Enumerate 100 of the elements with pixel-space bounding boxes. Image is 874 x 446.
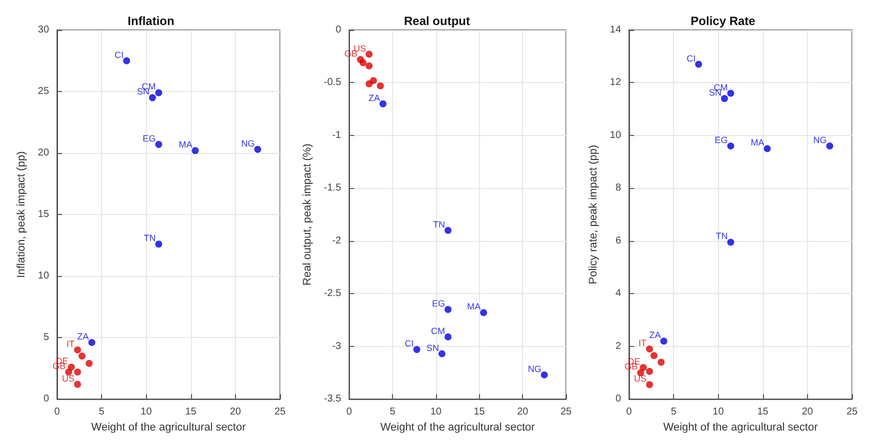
y-axis-title: Real output, peak impact (%) [302, 144, 314, 286]
point [376, 82, 384, 90]
x-tick-label: 5 [390, 406, 396, 418]
point [413, 346, 420, 354]
annotation: US [62, 373, 75, 384]
y-tick-label: 0 [336, 24, 342, 36]
x-axis-title: Weight of the agricultural sector [91, 422, 246, 434]
point [727, 142, 734, 150]
y-tick-label: 12 [610, 77, 622, 88]
annotation: ZA [77, 332, 89, 342]
annotation: EG [142, 133, 156, 144]
point [192, 147, 199, 154]
point [646, 368, 654, 375]
x-tick-label: 5 [98, 406, 105, 418]
point [660, 338, 668, 345]
x-axis-title: Weight of the agricultural sector [663, 422, 818, 434]
y-tick-label: 15 [38, 209, 50, 220]
point [78, 352, 86, 360]
point [88, 339, 96, 346]
annotation: TN [433, 219, 446, 230]
y-axis-title: Policy rate, peak impact (pp) [588, 144, 600, 284]
y-tick-label: 10 [610, 130, 622, 141]
annotation: TN [144, 233, 156, 244]
annotation: EG [714, 135, 728, 146]
annotation: ZA [649, 330, 661, 340]
point [720, 95, 728, 102]
point [695, 60, 702, 68]
annotation: MA [467, 302, 481, 312]
x-tick-label: 15 [757, 406, 769, 418]
y-tick-label: 14 [610, 24, 622, 36]
point [379, 100, 386, 108]
point [155, 140, 162, 148]
y-tick-label: 6 [615, 235, 622, 246]
x-tick-label: 10 [430, 406, 442, 418]
point [438, 350, 446, 358]
y-tick-label: 0 [615, 394, 622, 405]
point [540, 371, 548, 378]
y-tick-label: 30 [38, 24, 50, 36]
y-tick-label: 25 [38, 86, 50, 98]
point [444, 226, 452, 234]
x-tick-label: 10 [140, 406, 152, 418]
chart-title: Real output [404, 14, 470, 28]
y-tick-label: 2 [615, 340, 622, 352]
annotation: ZA [368, 92, 380, 103]
point [640, 364, 647, 371]
x-tick-label: 25 [846, 406, 858, 418]
point [646, 346, 654, 353]
annotation: CM [431, 326, 446, 336]
annotation: US [634, 374, 647, 384]
annotation: NG [528, 364, 542, 374]
x-tick-label: 0 [54, 406, 60, 418]
y-tick-label: -1.5 [324, 182, 342, 194]
annotation: SN [426, 342, 439, 353]
point [155, 240, 162, 248]
annotation: CI [404, 338, 414, 349]
point [148, 94, 156, 102]
annotation: CI [114, 50, 124, 60]
annotation: NG [241, 138, 255, 148]
y-tick-label: 20 [38, 148, 50, 159]
point [370, 77, 377, 84]
y-tick-label: -1 [332, 130, 342, 141]
annotation: MA [750, 138, 764, 148]
point [254, 146, 262, 153]
point [74, 368, 82, 376]
x-axis-title: Weight of the agricultural sector [380, 422, 536, 434]
point [123, 57, 130, 64]
point [74, 346, 82, 354]
y-tick-label: 10 [38, 270, 50, 282]
x-tick-label: 25 [274, 406, 286, 418]
x-tick-label: 5 [670, 406, 677, 418]
y-tick-label: -2.5 [324, 288, 342, 300]
y-tick-label: -3.5 [324, 394, 342, 405]
x-tick-label: 20 [230, 406, 242, 418]
point [727, 238, 734, 246]
point [366, 50, 373, 58]
y-tick-label: -2 [332, 235, 342, 246]
point [480, 309, 488, 316]
point [86, 360, 93, 367]
point [366, 62, 373, 70]
x-tick-label: 20 [802, 406, 814, 418]
point [658, 358, 665, 366]
y-tick-label: 4 [615, 288, 622, 300]
point [155, 89, 162, 96]
point [74, 380, 82, 388]
point [764, 145, 771, 152]
y-axis-title: Inflation, peak impact (pp) [16, 151, 28, 278]
annotation: IT [66, 338, 76, 349]
chart-title: Inflation [128, 14, 174, 28]
annotation: TN [716, 231, 728, 242]
y-tick-label: -3 [332, 340, 342, 352]
y-tick-label: -0.5 [324, 77, 342, 88]
annotation: IT [638, 338, 648, 348]
x-tick-label: 15 [185, 406, 197, 418]
point [444, 333, 452, 340]
point [444, 306, 452, 313]
annotation: NG [813, 135, 827, 146]
annotation: CI [686, 53, 696, 64]
x-tick-label: 20 [517, 406, 529, 418]
y-tick-label: 0 [43, 394, 50, 405]
x-tick-label: 0 [626, 406, 632, 418]
